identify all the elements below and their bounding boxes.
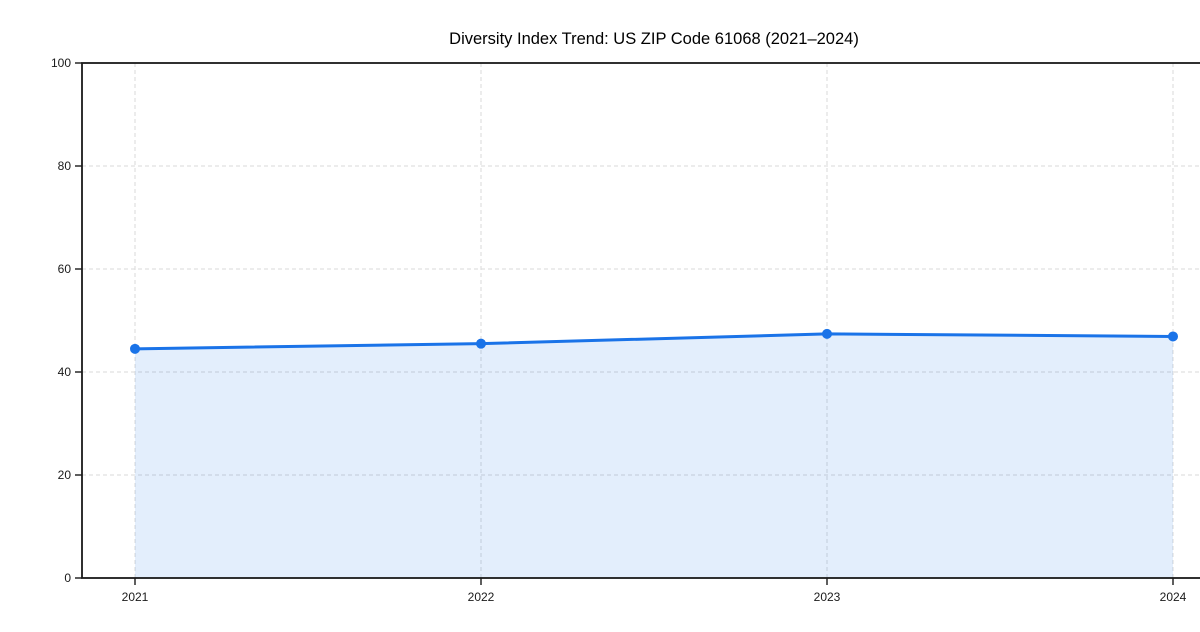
x-tick-label-2023: 2023 bbox=[814, 590, 841, 604]
grid-layer bbox=[82, 63, 1200, 578]
chart-svg: Diversity Index Trend: US ZIP Code 61068… bbox=[51, 30, 1200, 604]
series-layer bbox=[130, 328, 1178, 578]
x-tick-label-2021: 2021 bbox=[122, 590, 149, 604]
y-tick-label-100: 100 bbox=[51, 56, 71, 70]
data-point-2021 bbox=[130, 343, 140, 354]
diversity-index-trend-chart: Diversity Index Trend: US ZIP Code 61068… bbox=[40, 16, 1200, 616]
x-tick-label-2024: 2024 bbox=[1160, 590, 1187, 604]
trend-line bbox=[133, 332, 1175, 351]
area-fill bbox=[135, 333, 1173, 578]
plot-border bbox=[81, 62, 1200, 579]
y-tick-label-20: 20 bbox=[58, 468, 72, 482]
y-tick-label-60: 60 bbox=[58, 262, 72, 276]
y-tick-label-40: 40 bbox=[58, 365, 72, 379]
chart-title: Diversity Index Trend: US ZIP Code 61068… bbox=[449, 30, 859, 48]
data-point-2022 bbox=[476, 338, 486, 349]
data-point-2024 bbox=[1168, 331, 1178, 342]
x-tick-label-2022: 2022 bbox=[468, 590, 495, 604]
y-tick-label-0: 0 bbox=[64, 571, 71, 585]
data-point-2023 bbox=[822, 328, 832, 339]
y-tick-label-80: 80 bbox=[58, 159, 72, 173]
